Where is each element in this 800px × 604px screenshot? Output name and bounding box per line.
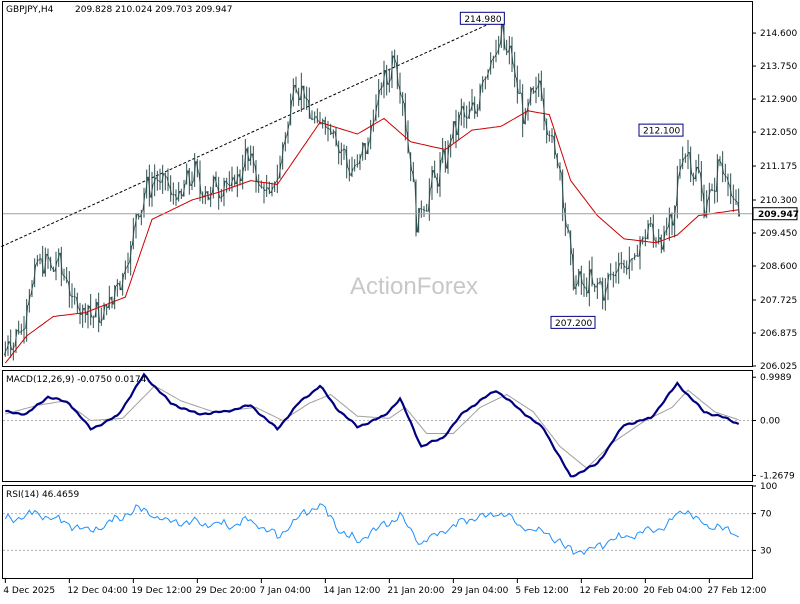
rsi-line bbox=[5, 504, 738, 555]
time-tick-label: 19 Dec 12:00 bbox=[131, 586, 192, 596]
candle-body bbox=[711, 190, 713, 191]
macd-tick-label: -1.2679 bbox=[760, 471, 795, 481]
price-tick-label: 206.025 bbox=[760, 362, 797, 372]
price-tick-label: 210.300 bbox=[760, 196, 797, 206]
candle-body bbox=[71, 296, 73, 297]
time-tick-label: 12 Feb 20:00 bbox=[579, 586, 638, 596]
moving-average-line bbox=[5, 111, 738, 363]
annotation-label: 214.980 bbox=[464, 15, 501, 25]
candle-body bbox=[636, 256, 638, 257]
rsi-indicator: 100 70 30 bbox=[3, 482, 777, 556]
current-price-label: 209.947 bbox=[758, 210, 799, 220]
rsi-label: RSI(14) 46.4659 bbox=[6, 490, 79, 500]
candle-body bbox=[626, 267, 628, 269]
time-tick-label: 5 Feb 12:00 bbox=[515, 586, 569, 596]
moving-average-group bbox=[5, 111, 738, 363]
candle-body bbox=[423, 209, 425, 210]
price-tick-label: 212.900 bbox=[760, 95, 797, 105]
macd-tick-label: 0.00 bbox=[760, 417, 780, 427]
price-tick-label: 213.750 bbox=[760, 62, 797, 72]
candle-body bbox=[311, 119, 313, 120]
price-tick-label: 209.450 bbox=[760, 229, 797, 239]
time-tick-label: 20 Feb 04:00 bbox=[643, 586, 702, 596]
rsi-tick-label: 30 bbox=[760, 546, 772, 556]
candle-body bbox=[356, 164, 358, 165]
price-tick-label: 212.050 bbox=[760, 128, 797, 138]
time-tick-label: 4 Dec 2025 bbox=[3, 586, 55, 596]
main-panel-frame bbox=[3, 2, 753, 367]
candle-body bbox=[420, 208, 422, 209]
candle-body bbox=[612, 274, 614, 276]
time-tick-label: 12 Dec 04:00 bbox=[67, 586, 128, 596]
rsi-tick-label: 70 bbox=[760, 510, 772, 520]
candle-body bbox=[714, 190, 716, 191]
candle-body bbox=[327, 128, 329, 129]
annotation-label: 207.200 bbox=[555, 319, 592, 329]
candle-body bbox=[306, 98, 308, 100]
candle-body bbox=[599, 282, 601, 283]
candle-body bbox=[220, 196, 222, 198]
macd-label: MACD(12,26,9) -0.0750 0.0174 bbox=[6, 375, 147, 385]
candle-body bbox=[23, 329, 25, 331]
candle-body bbox=[159, 181, 161, 183]
candle-body bbox=[228, 184, 230, 186]
time-tick-label: 29 Dec 20:00 bbox=[195, 586, 256, 596]
time-tick-label: 14 Jan 12:00 bbox=[323, 586, 380, 596]
candle-body bbox=[466, 117, 468, 118]
ohlc-label: 209.828 210.024 209.703 209.947 bbox=[75, 5, 232, 15]
candle-body bbox=[260, 186, 262, 188]
price-tick-label: 208.600 bbox=[760, 262, 797, 272]
time-tick-label: 21 Jan 20:00 bbox=[387, 586, 444, 596]
price-tick-label: 214.600 bbox=[760, 29, 797, 39]
time-tick-label: 7 Jan 04:00 bbox=[259, 586, 311, 596]
macd-indicator: 0.9989 0.00 -1.2679 bbox=[3, 373, 795, 481]
candle-body bbox=[39, 259, 41, 260]
macd-signal-line bbox=[5, 386, 738, 468]
candle-body bbox=[74, 297, 76, 298]
candle-body bbox=[426, 211, 428, 212]
dashed-trendline bbox=[1, 18, 501, 246]
candle-body bbox=[519, 93, 521, 94]
time-tick-label: 27 Feb 12:00 bbox=[707, 586, 766, 596]
price-tick-label: 206.875 bbox=[760, 329, 797, 339]
price-axis: 214.600 213.750 212.900 212.050 211.175 210.3… bbox=[3, 29, 799, 372]
candle-body bbox=[644, 238, 646, 239]
trendline-group bbox=[1, 18, 501, 246]
symbol-label: GBPJPY,H4 bbox=[6, 5, 54, 15]
candle-body bbox=[631, 259, 633, 260]
macd-panel-frame bbox=[3, 371, 753, 482]
watermark: ActionForex bbox=[350, 273, 478, 300]
macd-main-line bbox=[5, 374, 738, 476]
candle-body bbox=[548, 135, 550, 136]
rsi-tick-label: 100 bbox=[760, 482, 777, 492]
candles-group bbox=[4, 17, 739, 360]
price-tick-label: 207.725 bbox=[760, 296, 797, 306]
macd-tick-label: 0.9989 bbox=[760, 373, 792, 383]
price-tick-label: 211.175 bbox=[760, 162, 797, 172]
time-tick-label: 29 Jan 04:00 bbox=[451, 586, 508, 596]
annotation-label: 212.100 bbox=[643, 127, 680, 137]
